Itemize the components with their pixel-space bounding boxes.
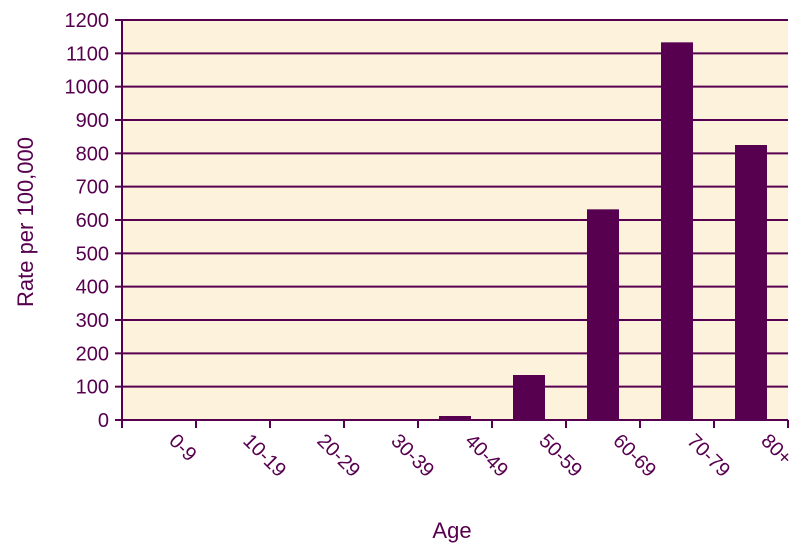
y-tick-label: 400 <box>76 277 109 299</box>
y-axis-title: Rate per 100,000 <box>13 137 38 307</box>
y-tick-label: 900 <box>76 110 109 132</box>
bar-50-59 <box>513 375 545 420</box>
x-tick-label: 30-39 <box>386 430 438 482</box>
x-tick-label: 40-49 <box>460 430 512 482</box>
y-tick-label: 300 <box>76 310 109 332</box>
bar-70-79 <box>661 42 693 420</box>
y-tick-label: 1200 <box>65 10 110 32</box>
axes <box>115 19 789 428</box>
bar-40-49 <box>439 416 471 420</box>
x-tick-label: 50-59 <box>534 430 586 482</box>
x-axis-title: Age <box>432 518 471 543</box>
y-tick-label: 200 <box>76 343 109 365</box>
y-tick-label: 800 <box>76 143 109 165</box>
x-tick-label: 70-79 <box>682 430 734 482</box>
bars <box>143 42 767 421</box>
y-tick-label: 100 <box>76 377 109 399</box>
x-tick-label: 0-9 <box>164 430 200 466</box>
y-tick-labels: 0 100 200 300 400 500 600 700 800 900 1000 1100 1200 <box>65 10 110 432</box>
x-tick-label: 10-19 <box>238 430 290 482</box>
y-tick-label: 1100 <box>66 43 109 65</box>
bar-60-69 <box>587 209 619 420</box>
y-tick-label: 1000 <box>65 77 110 99</box>
x-tick-label: 80+ <box>756 430 795 470</box>
y-tick-label: 0 <box>98 410 109 432</box>
y-tick-label: 600 <box>76 210 109 232</box>
x-tick-labels: 0-9 10-19 20-29 30-39 40-49 50-59 60-69 70-79 80… <box>164 430 795 482</box>
bar-80+ <box>735 145 767 420</box>
y-tick-label: 500 <box>76 243 109 265</box>
y-tick-label: 700 <box>76 177 109 199</box>
x-tick-label: 20-29 <box>312 430 364 482</box>
x-tick-label: 60-69 <box>608 430 660 482</box>
